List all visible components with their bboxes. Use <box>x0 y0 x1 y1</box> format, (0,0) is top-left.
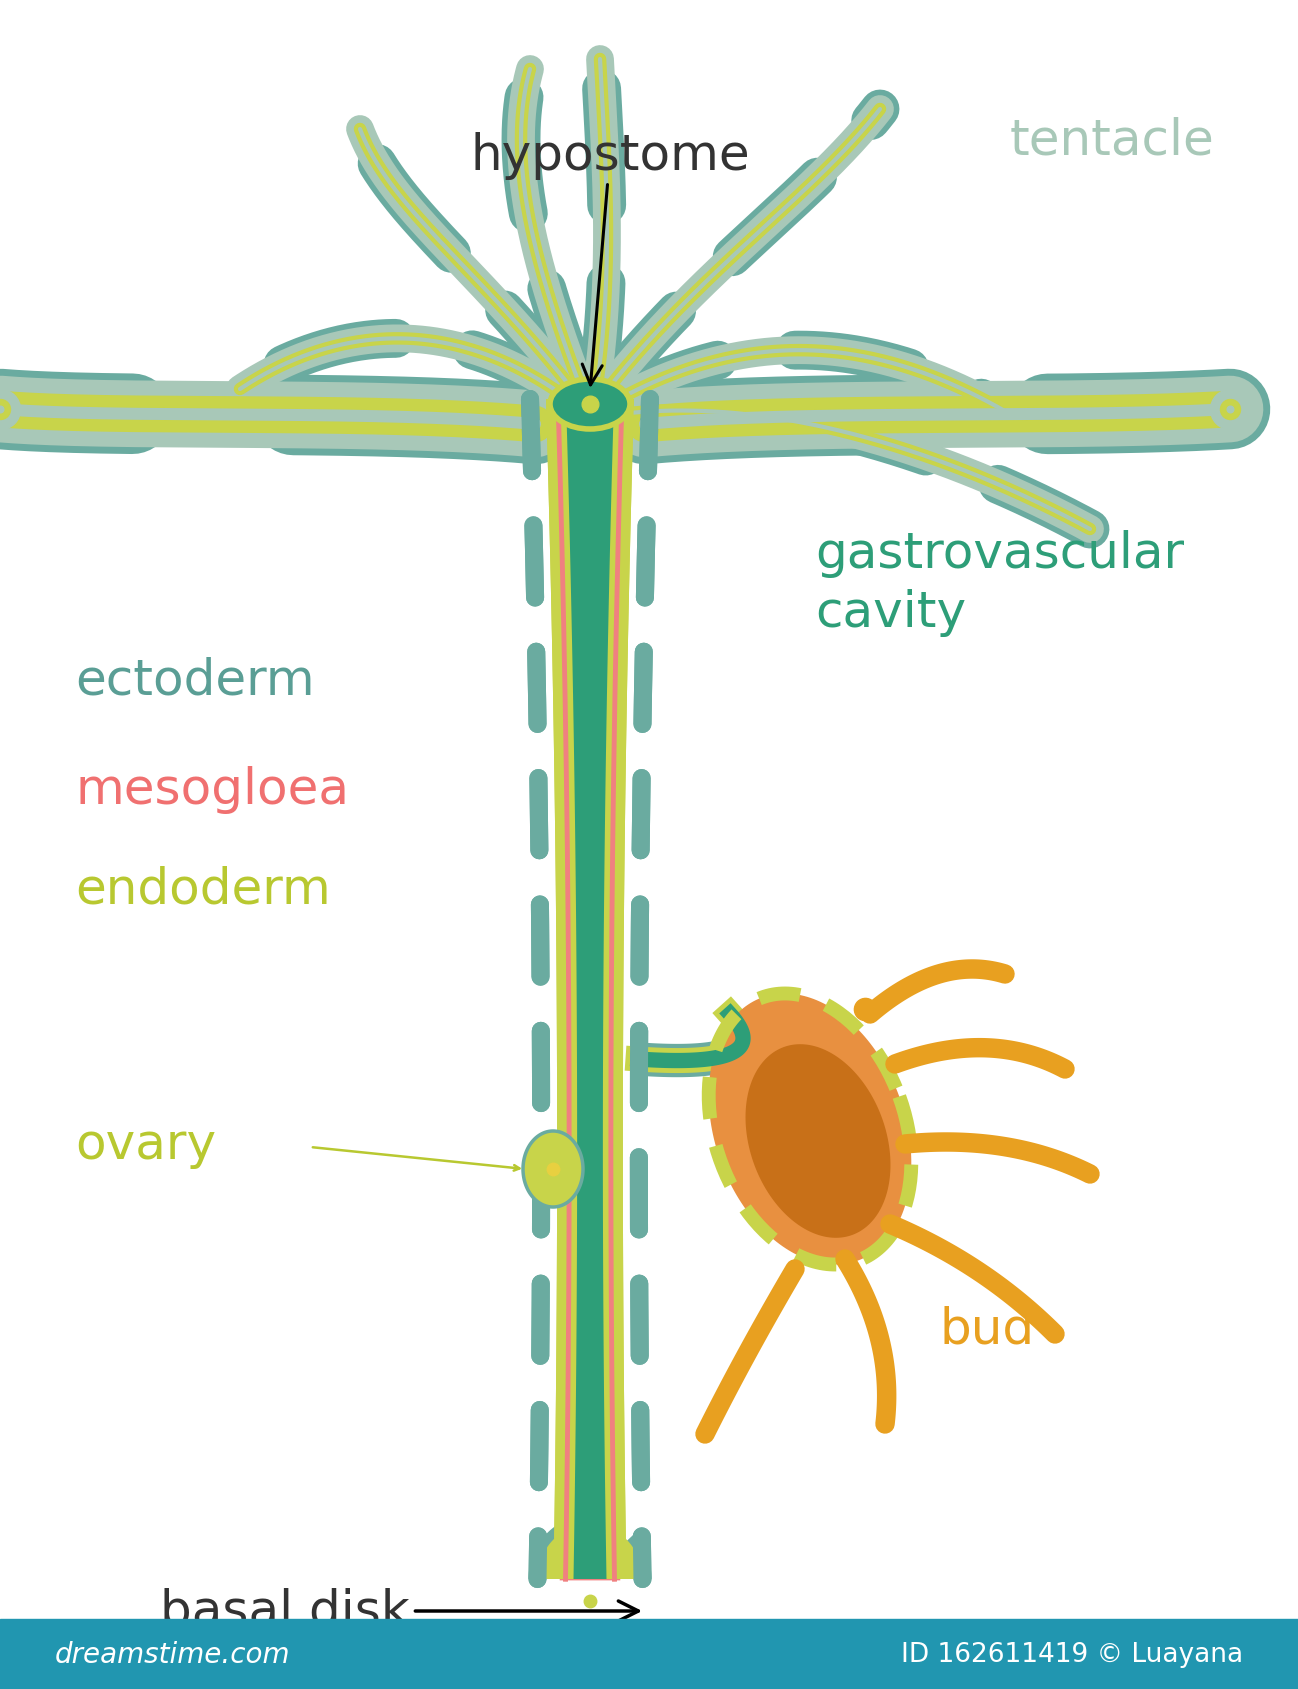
Text: bud: bud <box>940 1306 1035 1353</box>
Polygon shape <box>537 1523 643 1579</box>
Text: mesogloea: mesogloea <box>75 765 349 814</box>
Polygon shape <box>566 400 614 1579</box>
Text: hypostome: hypostome <box>470 132 750 385</box>
Text: gastrovascular
cavity: gastrovascular cavity <box>815 530 1184 637</box>
Polygon shape <box>546 400 633 1579</box>
Text: basal disk: basal disk <box>160 1588 639 1635</box>
Polygon shape <box>745 1044 890 1238</box>
Ellipse shape <box>550 380 630 429</box>
Polygon shape <box>523 1132 583 1208</box>
Text: ectoderm: ectoderm <box>75 655 314 704</box>
Polygon shape <box>546 400 633 1579</box>
Polygon shape <box>566 400 614 1579</box>
Text: dreamstime.com: dreamstime.com <box>55 1640 291 1669</box>
Text: ID 162611419 © Luayana: ID 162611419 © Luayana <box>901 1642 1243 1667</box>
Bar <box>0 1620 1298 1689</box>
Text: tentacle: tentacle <box>1010 117 1215 164</box>
Text: ovary: ovary <box>75 1120 217 1169</box>
Polygon shape <box>561 1549 619 1579</box>
Text: endoderm: endoderm <box>75 865 331 914</box>
Polygon shape <box>709 993 911 1265</box>
